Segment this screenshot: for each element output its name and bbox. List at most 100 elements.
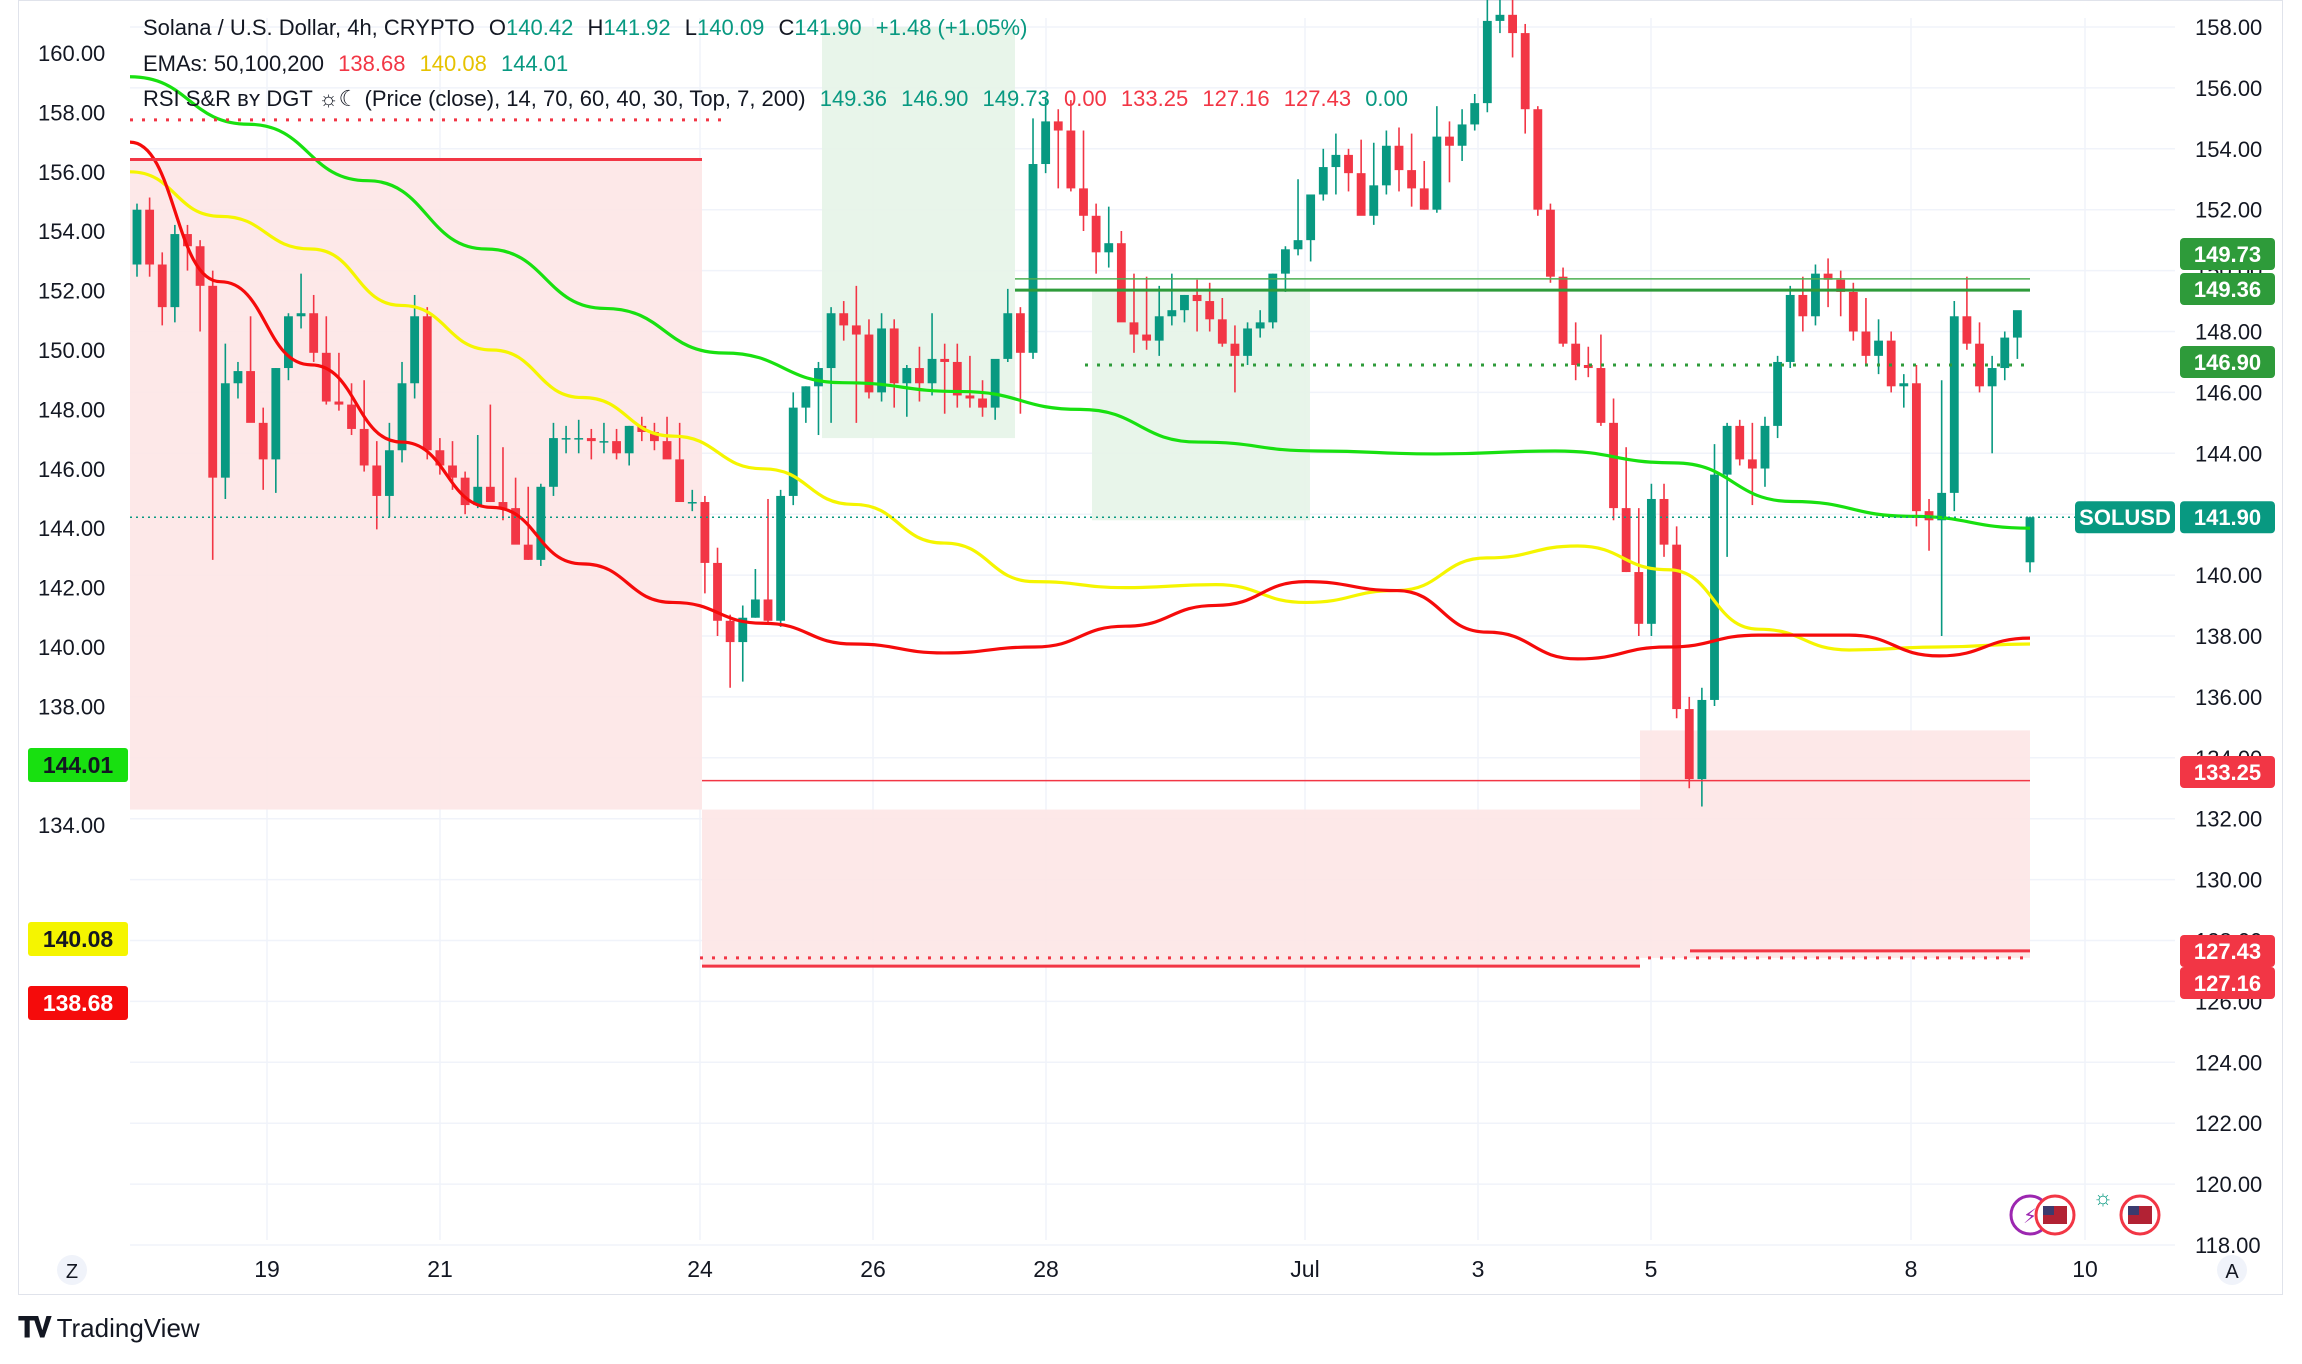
left-axis-tick: 154.00 (38, 219, 105, 244)
candle (1722, 422, 1732, 557)
candle (612, 428, 621, 460)
label-127-43-bg (2180, 935, 2275, 967)
candle (1962, 276, 1972, 350)
candle (1255, 310, 1265, 338)
candle (1646, 483, 1656, 636)
candle (1116, 231, 1126, 323)
candle (788, 392, 798, 506)
candle-body (662, 441, 672, 460)
us-flag-canton-2 (2128, 1206, 2139, 1215)
candle (839, 301, 849, 341)
candle (1381, 130, 1391, 195)
candle (1684, 696, 1694, 789)
left-axis-tick: 138.00 (38, 694, 105, 719)
candle (952, 343, 962, 408)
candle-body (624, 425, 634, 454)
candle-body (927, 358, 937, 384)
candle (1672, 526, 1682, 719)
candle-body (902, 368, 912, 384)
candle-body (1672, 544, 1682, 710)
candle (334, 352, 344, 411)
label-ema200: 144.01 (28, 748, 128, 782)
candle (1407, 133, 1417, 207)
candle (1129, 273, 1139, 353)
candle-body (1003, 313, 1013, 359)
candle-body (1015, 313, 1025, 353)
candle-body (1533, 109, 1543, 210)
candle (372, 441, 382, 530)
candle-body (1609, 422, 1618, 509)
candle-body (687, 502, 697, 504)
candle (725, 614, 735, 688)
candle-body (1457, 124, 1467, 146)
candle-body (384, 450, 394, 496)
label-ema200-bg (28, 748, 128, 782)
rsi-value-5: 133.25 (1120, 86, 1189, 111)
candle-body (284, 316, 293, 369)
ohlc-low-label: L (684, 15, 698, 40)
candle (1899, 374, 1909, 408)
right-axis-tick: 148.00 (2195, 320, 2262, 345)
candle-body (750, 599, 760, 618)
tradingview-logo[interactable]: 𝐓𝐕 TradingView (18, 1312, 200, 1345)
candle (359, 380, 369, 472)
candle-body (1432, 136, 1442, 210)
candle (561, 425, 571, 454)
auto-scale-button (2217, 1255, 2247, 1285)
label-149-73-text: 149.73 (2194, 242, 2261, 267)
candle (1192, 279, 1202, 332)
legend-symbol-line[interactable]: Solana / U.S. Dollar, 4h, CRYPTO O140.42… (143, 14, 1035, 42)
candle-body (233, 371, 243, 384)
candle-body (788, 407, 798, 496)
candle (1596, 334, 1606, 426)
candle-body (1243, 328, 1252, 356)
candle-body (410, 316, 420, 384)
candle (776, 489, 786, 627)
candle (940, 343, 950, 414)
price-labels: 149.73 149.36 146.90 141.90 SOLUSD 133.25 127.… (28, 238, 2275, 1236)
candle-body (498, 502, 508, 509)
candle (650, 422, 659, 451)
candle-body (586, 438, 596, 442)
candle (599, 422, 609, 454)
candle (1798, 276, 1808, 332)
x-axis-tick: 10 (2072, 1256, 2098, 1282)
candle (321, 316, 331, 405)
candle (347, 383, 356, 436)
candle (435, 438, 445, 475)
candle-body (1886, 340, 1896, 387)
right-axis-tick: 124.00 (2195, 1050, 2262, 1075)
candle (1760, 416, 1770, 487)
candle-body (1116, 243, 1126, 323)
label-last-price: 141.90 (2180, 501, 2275, 534)
right-axis-tick: 122.00 (2195, 1111, 2262, 1136)
rsi-value-3: 149.73 (982, 86, 1050, 111)
candle (713, 547, 722, 636)
candle-body (877, 328, 886, 393)
candle-body (1293, 240, 1303, 250)
candle-body (1180, 294, 1189, 311)
candle-body (132, 209, 142, 265)
label-133-25: 133.25 (2180, 756, 2275, 788)
legend-emas[interactable]: EMAs: 50,100,200 138.68 140.08 144.01 (143, 50, 576, 78)
candle-body (851, 325, 861, 335)
candle-body (1975, 343, 1984, 387)
legend-rsi[interactable]: RSI S&R ʙʏ DGT ☼☾ (Price (close), 14, 70… (143, 85, 1416, 113)
label-149-36-text: 149.36 (2194, 277, 2261, 302)
candle (410, 294, 420, 399)
candle-body (889, 328, 899, 384)
candle (1104, 206, 1114, 268)
candle-body (599, 441, 609, 443)
zoom-reset-button (57, 1255, 87, 1285)
candle (1369, 142, 1379, 225)
candle (2000, 331, 2010, 381)
candle-body (1583, 364, 1593, 369)
candle-body (549, 438, 558, 487)
candle-body (1217, 319, 1227, 344)
candle-body (1230, 343, 1240, 356)
candle (1912, 364, 1921, 527)
candle (763, 498, 773, 624)
candle (1836, 270, 1846, 317)
candle (460, 471, 470, 515)
